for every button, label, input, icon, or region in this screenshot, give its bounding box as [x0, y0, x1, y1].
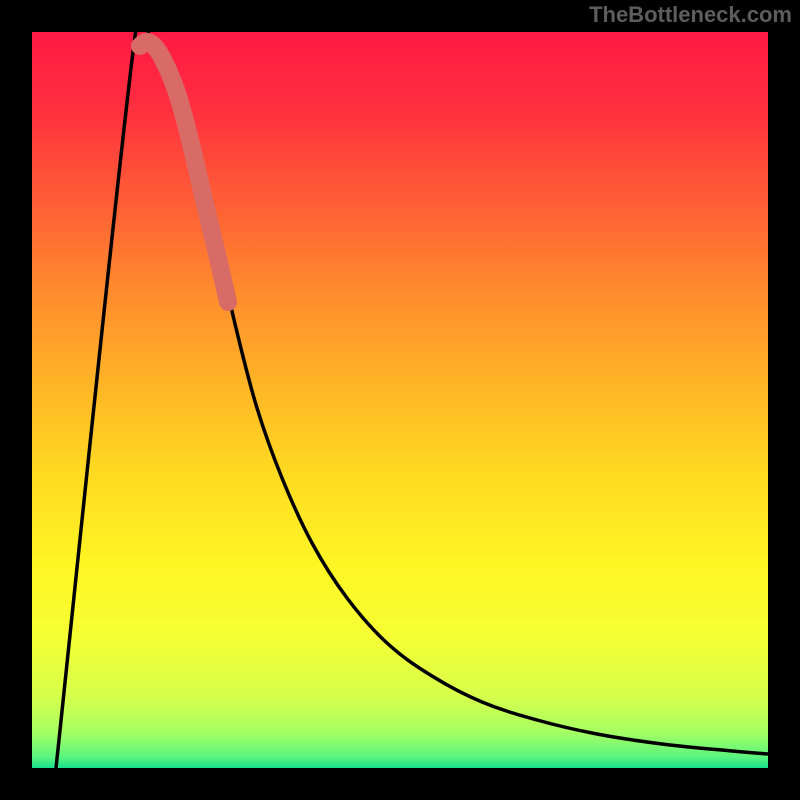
plot-background: [32, 32, 768, 768]
chart-container: TheBottleneck.com: [0, 0, 800, 800]
attribution-label: TheBottleneck.com: [589, 2, 792, 28]
chart-svg: [0, 0, 800, 800]
